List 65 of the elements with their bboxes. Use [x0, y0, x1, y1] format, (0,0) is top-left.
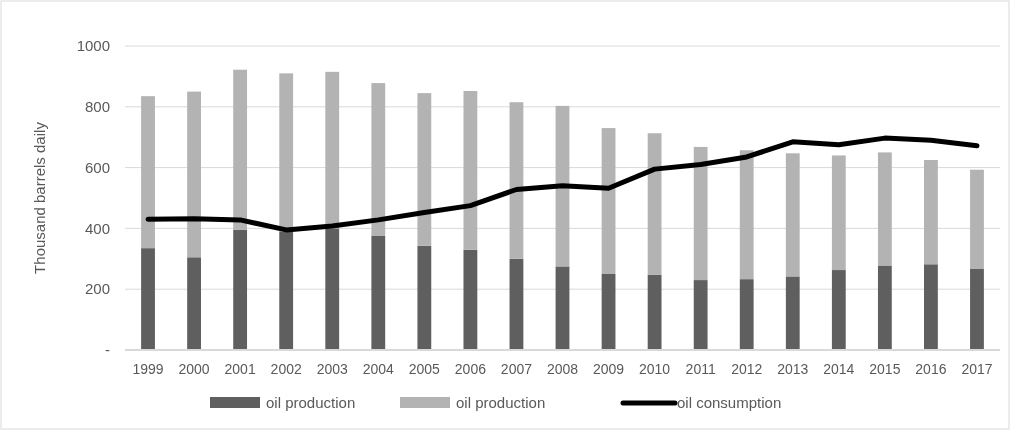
x-tick-label: 2013 — [777, 361, 809, 377]
bar — [877, 265, 892, 350]
y-tick-label: 200 — [84, 280, 110, 298]
bar — [371, 236, 386, 350]
bar — [647, 274, 662, 350]
bar — [739, 279, 754, 350]
x-tick-label: 2003 — [316, 361, 349, 377]
x-tick-label: 2006 — [454, 361, 487, 377]
legend-label: oil production — [266, 394, 356, 412]
x-tick-label: 2014 — [823, 361, 855, 377]
bar — [877, 152, 892, 266]
bar — [693, 146, 708, 281]
bar — [831, 270, 846, 350]
bar — [141, 96, 155, 249]
bar — [693, 280, 708, 350]
bar — [647, 133, 662, 275]
x-tick-label: 2008 — [546, 361, 579, 377]
bar — [509, 102, 524, 259]
y-axis-title: Thousand barrels daily — [31, 121, 48, 274]
bar — [233, 69, 248, 230]
x-tick-label: 2001 — [224, 361, 256, 377]
bar — [970, 169, 984, 269]
x-tick-label: 2012 — [731, 361, 763, 377]
x-tick-label: 1999 — [132, 361, 164, 377]
legend-label: oil production — [456, 394, 546, 412]
bar — [463, 90, 478, 250]
x-tick-label: 2015 — [869, 361, 901, 377]
bar — [187, 257, 201, 350]
bar — [417, 93, 432, 246]
y-tick-label: - — [105, 341, 110, 359]
x-tick-label: 2007 — [500, 361, 533, 377]
bar — [187, 91, 201, 258]
bar — [509, 258, 524, 350]
bar — [924, 160, 938, 265]
y-tick-label: 600 — [84, 158, 110, 176]
bar — [555, 266, 570, 350]
x-tick-label: 2004 — [362, 361, 395, 377]
x-tick-label: 2002 — [270, 361, 302, 377]
bar — [233, 229, 248, 350]
x-tick-label: 2011 — [685, 361, 716, 377]
y-tick-label: 1000 — [76, 37, 110, 55]
legend-label: oil consumption — [677, 394, 782, 412]
bar — [555, 105, 570, 267]
y-tick-label: 400 — [84, 219, 110, 237]
x-tick-label: 2005 — [408, 361, 441, 377]
bar — [417, 245, 432, 350]
bar — [785, 276, 800, 350]
y-tick-label: 800 — [84, 98, 110, 116]
bar — [785, 153, 800, 277]
x-tick-label: 2017 — [961, 361, 993, 377]
bar — [279, 231, 294, 350]
x-tick-label: 2010 — [639, 361, 671, 377]
x-tick-label: 2016 — [915, 361, 947, 377]
bar — [601, 128, 616, 274]
bar — [141, 248, 155, 350]
bar — [970, 268, 984, 350]
bar — [831, 155, 846, 271]
x-tick-label: 2009 — [592, 361, 625, 377]
bar — [325, 228, 340, 350]
bar — [924, 264, 938, 350]
bar — [463, 249, 478, 350]
bar — [739, 150, 754, 280]
bar — [601, 274, 616, 350]
x-tick-label: 2000 — [178, 361, 210, 377]
bar — [371, 83, 386, 236]
